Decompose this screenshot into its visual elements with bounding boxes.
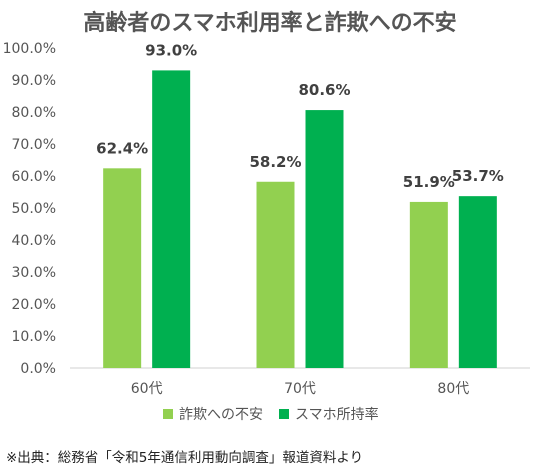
x-axis-categories: 60代 70代 80代 xyxy=(131,381,469,397)
y-tick-label: 40.0% xyxy=(12,233,56,249)
y-tick-label: 80.0% xyxy=(12,105,56,121)
bar xyxy=(103,168,142,368)
chart-title: 高齢者のスマホ利用率と詐欺への不安 xyxy=(83,10,456,36)
legend-label: 詐欺への不安 xyxy=(179,407,263,423)
y-tick-label: 100.0% xyxy=(3,41,56,57)
legend-swatch xyxy=(279,409,289,419)
y-tick-label: 10.0% xyxy=(12,329,56,345)
legend: 詐欺への不安 スマホ所持率 xyxy=(163,406,379,423)
y-tick-label: 60.0% xyxy=(12,169,56,185)
y-tick-label: 0.0% xyxy=(20,361,56,377)
y-tick-label: 90.0% xyxy=(12,73,56,89)
bar xyxy=(152,70,191,369)
data-labels: 62.4% 93.0% 58.2% 80.6% 51.9%53.7% xyxy=(96,41,504,191)
x-category-label: 70代 xyxy=(284,381,316,397)
data-label: 53.7% xyxy=(452,167,504,185)
y-tick-label: 30.0% xyxy=(12,265,56,281)
y-tick-label: 20.0% xyxy=(12,297,56,313)
x-category-label: 80代 xyxy=(437,381,469,397)
bar xyxy=(256,181,295,368)
source-note: ※出典：総務省「令和5年通信利用動向調査」報道資料より xyxy=(6,450,363,466)
y-tick-label: 70.0% xyxy=(12,137,56,153)
data-label: 62.4% xyxy=(96,139,148,157)
bar xyxy=(409,201,448,368)
x-category-label: 60代 xyxy=(131,381,163,397)
y-tick-label: 50.0% xyxy=(12,201,56,217)
bar xyxy=(458,196,497,368)
data-label: 58.2% xyxy=(249,153,301,171)
legend-label: スマホ所持率 xyxy=(295,406,379,423)
data-label: 93.0% xyxy=(145,41,197,59)
bar xyxy=(305,110,344,368)
legend-swatch xyxy=(163,409,173,419)
data-label: 51.9% xyxy=(403,173,455,191)
data-label: 80.6% xyxy=(298,81,350,99)
bars xyxy=(103,70,497,369)
y-axis-ticks: 0.0% 10.0% 20.0% 30.0% 40.0% 50.0% 60.0% 70.0% 8… xyxy=(3,41,56,377)
